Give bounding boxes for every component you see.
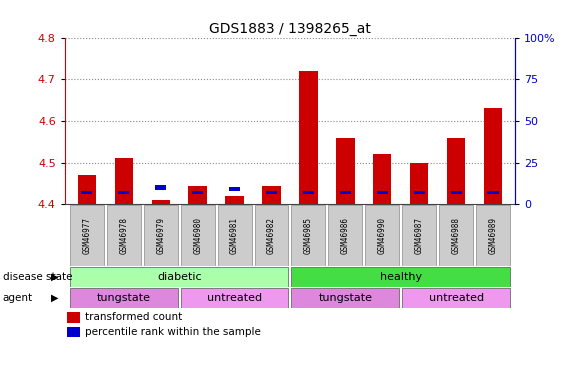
Bar — [82, 190, 92, 194]
Text: tungstate: tungstate — [318, 293, 372, 303]
Bar — [450, 190, 462, 194]
Text: GSM46989: GSM46989 — [489, 217, 498, 254]
FancyBboxPatch shape — [292, 267, 510, 286]
FancyBboxPatch shape — [328, 205, 363, 266]
FancyBboxPatch shape — [70, 205, 104, 266]
Text: GSM46981: GSM46981 — [230, 217, 239, 254]
FancyBboxPatch shape — [292, 288, 399, 308]
Text: GSM46982: GSM46982 — [267, 217, 276, 254]
FancyBboxPatch shape — [365, 205, 399, 266]
Text: GSM46978: GSM46978 — [119, 217, 128, 254]
Text: GSM46986: GSM46986 — [341, 217, 350, 254]
Bar — [488, 190, 498, 194]
Text: GSM46990: GSM46990 — [378, 217, 387, 254]
FancyBboxPatch shape — [402, 205, 436, 266]
Text: agent: agent — [3, 293, 33, 303]
Text: diabetic: diabetic — [157, 272, 202, 282]
Bar — [484, 108, 502, 204]
Bar — [67, 327, 79, 337]
Text: GSM46988: GSM46988 — [452, 217, 461, 254]
FancyBboxPatch shape — [181, 205, 215, 266]
Bar — [266, 190, 277, 194]
Bar — [67, 312, 79, 322]
Text: GSM46980: GSM46980 — [193, 217, 202, 254]
Bar — [414, 190, 425, 194]
Text: disease state: disease state — [3, 272, 72, 282]
Bar — [299, 71, 318, 204]
FancyBboxPatch shape — [402, 288, 510, 308]
Bar — [447, 138, 465, 204]
FancyBboxPatch shape — [476, 205, 510, 266]
FancyBboxPatch shape — [439, 205, 473, 266]
Text: GSM46979: GSM46979 — [156, 217, 165, 254]
Bar — [262, 186, 281, 204]
Text: percentile rank within the sample: percentile rank within the sample — [85, 327, 261, 337]
FancyBboxPatch shape — [70, 267, 288, 286]
Bar — [373, 154, 391, 204]
Bar — [340, 190, 351, 194]
Text: GSM46987: GSM46987 — [415, 217, 424, 254]
Bar — [115, 159, 133, 204]
Text: healthy: healthy — [379, 272, 422, 282]
Text: GSM46977: GSM46977 — [82, 217, 91, 254]
Text: untreated: untreated — [428, 293, 484, 303]
Text: untreated: untreated — [207, 293, 262, 303]
Bar — [78, 175, 96, 204]
FancyBboxPatch shape — [144, 205, 178, 266]
Title: GDS1883 / 1398265_at: GDS1883 / 1398265_at — [209, 22, 371, 36]
Bar — [303, 190, 314, 194]
Bar — [192, 190, 203, 194]
FancyBboxPatch shape — [217, 205, 252, 266]
FancyBboxPatch shape — [181, 288, 288, 308]
Text: GSM46985: GSM46985 — [304, 217, 313, 254]
Bar — [225, 196, 244, 204]
Bar — [151, 200, 170, 204]
FancyBboxPatch shape — [254, 205, 288, 266]
Bar — [336, 138, 355, 204]
Text: ▶: ▶ — [51, 293, 59, 303]
Bar — [189, 186, 207, 204]
Bar — [410, 163, 428, 204]
Text: ▶: ▶ — [51, 272, 59, 282]
Bar — [229, 187, 240, 191]
FancyBboxPatch shape — [292, 205, 325, 266]
FancyBboxPatch shape — [107, 205, 141, 266]
FancyBboxPatch shape — [70, 288, 178, 308]
Bar — [377, 190, 388, 194]
Bar — [118, 190, 129, 194]
Text: transformed count: transformed count — [85, 312, 182, 322]
Bar — [155, 185, 166, 190]
Text: tungstate: tungstate — [97, 293, 151, 303]
